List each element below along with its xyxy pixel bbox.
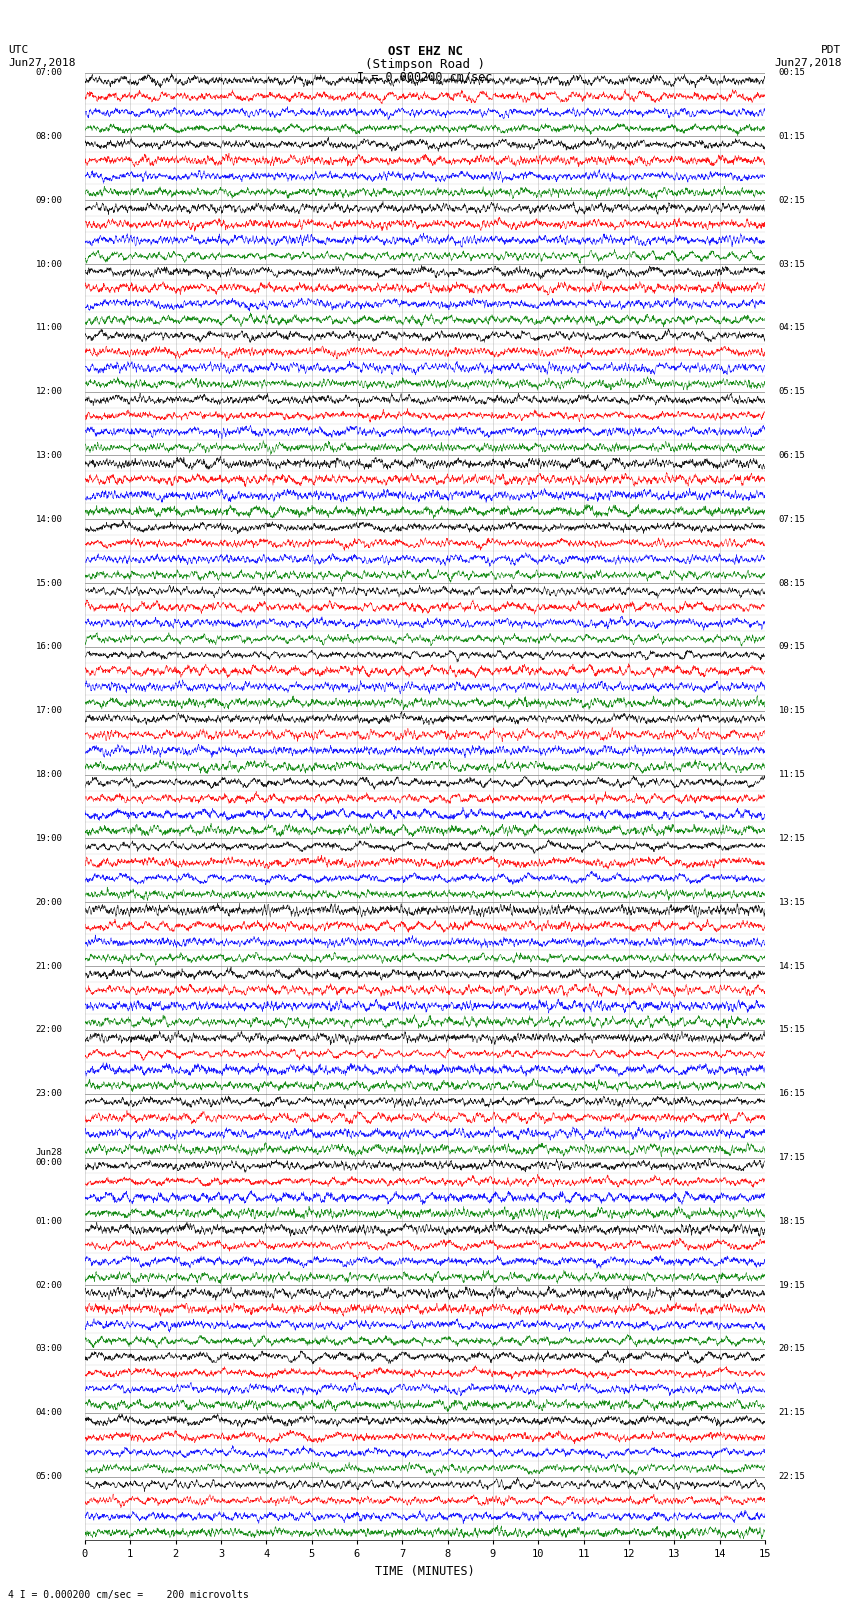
Text: 07:00: 07:00 bbox=[36, 68, 62, 77]
Text: 03:15: 03:15 bbox=[779, 260, 806, 268]
Text: 04:00: 04:00 bbox=[36, 1408, 62, 1418]
Text: 12:15: 12:15 bbox=[779, 834, 806, 844]
Text: 03:00: 03:00 bbox=[36, 1345, 62, 1353]
Text: 08:15: 08:15 bbox=[779, 579, 806, 587]
Text: 14:00: 14:00 bbox=[36, 515, 62, 524]
Text: 02:00: 02:00 bbox=[36, 1281, 62, 1290]
Text: I = 0.000200 cm/sec: I = 0.000200 cm/sec bbox=[357, 71, 493, 84]
X-axis label: TIME (MINUTES): TIME (MINUTES) bbox=[375, 1565, 475, 1578]
Text: 10:15: 10:15 bbox=[779, 706, 806, 715]
Text: 10:00: 10:00 bbox=[36, 260, 62, 268]
Text: 15:00: 15:00 bbox=[36, 579, 62, 587]
Text: 18:15: 18:15 bbox=[779, 1216, 806, 1226]
Text: Jun27,2018: Jun27,2018 bbox=[8, 58, 76, 68]
Text: 11:00: 11:00 bbox=[36, 323, 62, 332]
Text: 22:00: 22:00 bbox=[36, 1026, 62, 1034]
Text: 19:00: 19:00 bbox=[36, 834, 62, 844]
Text: Jun27,2018: Jun27,2018 bbox=[774, 58, 842, 68]
Text: 06:15: 06:15 bbox=[779, 452, 806, 460]
Text: 01:00: 01:00 bbox=[36, 1216, 62, 1226]
Text: 13:00: 13:00 bbox=[36, 452, 62, 460]
Text: Jun28
00:00: Jun28 00:00 bbox=[36, 1148, 62, 1168]
Text: 16:00: 16:00 bbox=[36, 642, 62, 652]
Text: 05:00: 05:00 bbox=[36, 1473, 62, 1481]
Text: PDT: PDT bbox=[821, 45, 842, 55]
Text: 15:15: 15:15 bbox=[779, 1026, 806, 1034]
Text: 18:00: 18:00 bbox=[36, 769, 62, 779]
Text: 11:15: 11:15 bbox=[779, 769, 806, 779]
Text: 20:15: 20:15 bbox=[779, 1345, 806, 1353]
Text: 17:00: 17:00 bbox=[36, 706, 62, 715]
Text: 05:15: 05:15 bbox=[779, 387, 806, 397]
Text: 4 I = 0.000200 cm/sec =    200 microvolts: 4 I = 0.000200 cm/sec = 200 microvolts bbox=[8, 1590, 249, 1600]
Text: OST EHZ NC: OST EHZ NC bbox=[388, 45, 462, 58]
Text: 13:15: 13:15 bbox=[779, 898, 806, 907]
Text: 12:00: 12:00 bbox=[36, 387, 62, 397]
Text: 22:15: 22:15 bbox=[779, 1473, 806, 1481]
Text: 21:15: 21:15 bbox=[779, 1408, 806, 1418]
Text: (Stimpson Road ): (Stimpson Road ) bbox=[365, 58, 485, 71]
Text: 09:00: 09:00 bbox=[36, 195, 62, 205]
Text: 00:15: 00:15 bbox=[779, 68, 806, 77]
Text: 09:15: 09:15 bbox=[779, 642, 806, 652]
Text: 02:15: 02:15 bbox=[779, 195, 806, 205]
Text: 16:15: 16:15 bbox=[779, 1089, 806, 1098]
Text: 17:15: 17:15 bbox=[779, 1153, 806, 1161]
Text: 04:15: 04:15 bbox=[779, 323, 806, 332]
Text: 07:15: 07:15 bbox=[779, 515, 806, 524]
Text: 21:00: 21:00 bbox=[36, 961, 62, 971]
Text: 01:15: 01:15 bbox=[779, 132, 806, 140]
Text: 19:15: 19:15 bbox=[779, 1281, 806, 1290]
Text: 23:00: 23:00 bbox=[36, 1089, 62, 1098]
Text: UTC: UTC bbox=[8, 45, 29, 55]
Text: 14:15: 14:15 bbox=[779, 961, 806, 971]
Text: 20:00: 20:00 bbox=[36, 898, 62, 907]
Text: 08:00: 08:00 bbox=[36, 132, 62, 140]
